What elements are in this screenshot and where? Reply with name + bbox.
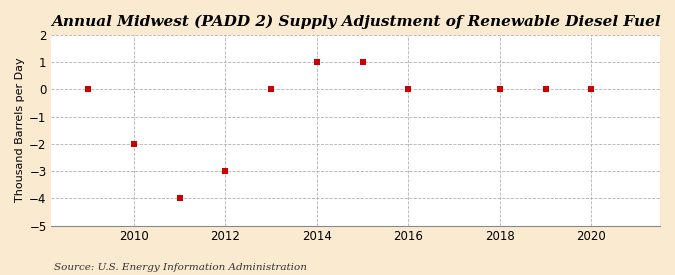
Point	[266, 87, 277, 92]
Title: Annual Midwest (PADD 2) Supply Adjustment of Renewable Diesel Fuel: Annual Midwest (PADD 2) Supply Adjustmen…	[51, 15, 661, 29]
Point	[220, 169, 231, 173]
Point	[174, 196, 185, 200]
Point	[128, 142, 139, 146]
Point	[495, 87, 506, 92]
Point	[311, 60, 322, 64]
Point	[586, 87, 597, 92]
Point	[403, 87, 414, 92]
Point	[82, 87, 93, 92]
Y-axis label: Thousand Barrels per Day: Thousand Barrels per Day	[15, 58, 25, 202]
Point	[540, 87, 551, 92]
Point	[357, 60, 368, 64]
Text: Source: U.S. Energy Information Administration: Source: U.S. Energy Information Administ…	[54, 263, 307, 272]
